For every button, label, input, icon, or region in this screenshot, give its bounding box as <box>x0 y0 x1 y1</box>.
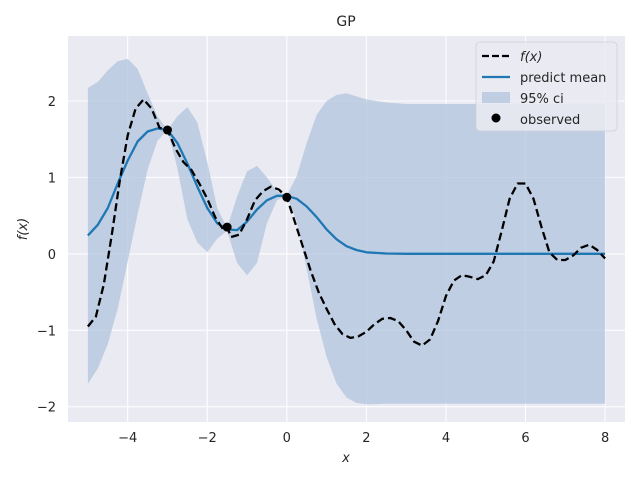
y-axis-label: f(x) <box>16 218 31 240</box>
legend-label-observed: observed <box>520 113 580 128</box>
x-tick-label: −4 <box>118 431 137 446</box>
observed-point <box>282 192 292 202</box>
x-tick-labels: −4 −2 0 2 4 6 8 <box>118 431 609 446</box>
chart-title: GP <box>336 14 355 30</box>
legend-swatch-ci <box>482 92 510 103</box>
observed-point <box>222 222 232 232</box>
legend-label-ci: 95% ci <box>520 92 564 107</box>
x-tick-label: 0 <box>283 431 291 446</box>
x-tick-label: 2 <box>362 431 370 446</box>
lines-layer <box>87 98 606 347</box>
x-tick-label: 4 <box>442 431 450 446</box>
x-tick-label: 6 <box>521 431 529 446</box>
y-tick-label: −1 <box>37 324 56 339</box>
observed-points-layer <box>162 125 292 232</box>
legend-swatch-observed <box>491 113 501 123</box>
y-tick-label: 2 <box>48 95 56 110</box>
x-axis-label: x <box>341 451 350 466</box>
legend: f(x) predict mean 95% ci observed <box>475 41 618 132</box>
y-tick-label: 1 <box>48 171 56 186</box>
true-function-line <box>87 98 606 347</box>
observed-point <box>162 125 172 135</box>
ci-band-layer <box>87 58 606 405</box>
legend-label-fx: f(x) <box>520 50 542 65</box>
x-tick-label: −2 <box>198 431 217 446</box>
legend-box <box>475 41 618 132</box>
legend-label-mean: predict mean <box>520 71 606 86</box>
y-tick-labels: −2 −1 0 1 2 <box>37 95 56 416</box>
predict-mean-line <box>87 127 606 255</box>
y-tick-label: 0 <box>48 248 56 263</box>
ci-band <box>87 58 606 405</box>
y-tick-label: −2 <box>37 401 56 416</box>
x-tick-label: 8 <box>601 431 609 446</box>
